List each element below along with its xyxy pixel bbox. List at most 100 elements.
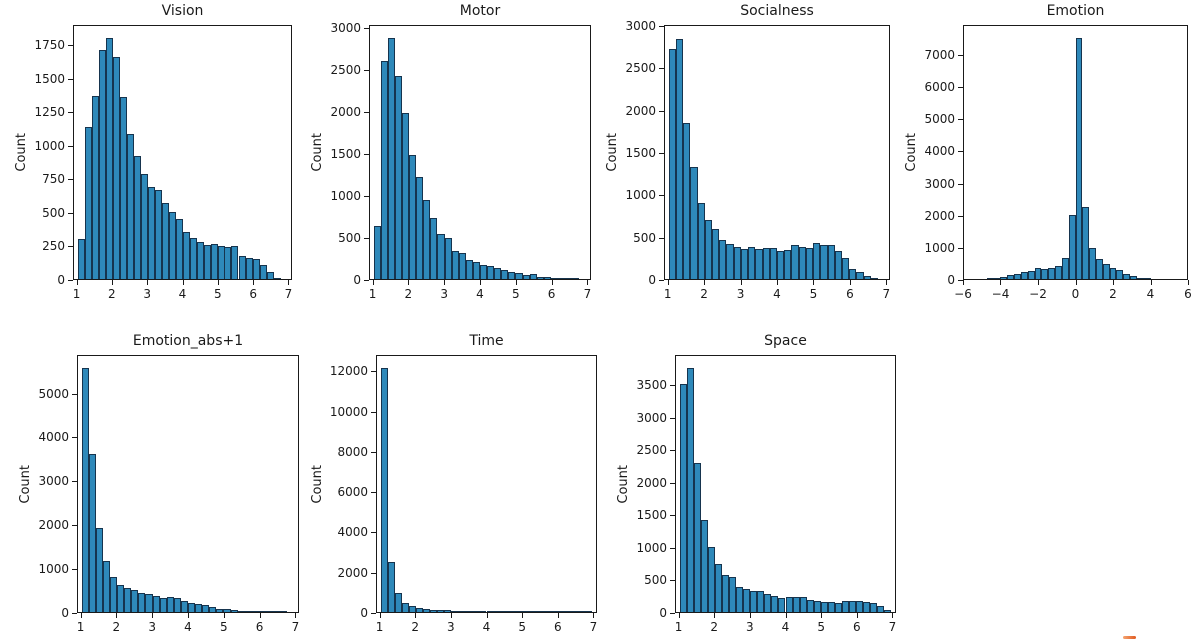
subplot-emotion-abs-plus-1: Emotion_abs+1 Count 0 1000 2000 3000 4000 500… (18, 333, 299, 634)
histogram-bar (209, 607, 217, 612)
histogram-bar (280, 611, 288, 612)
histogram-bar (529, 274, 537, 279)
histogram-bar (202, 605, 210, 612)
histogram-bar (856, 601, 864, 612)
histogram-bar (210, 244, 218, 279)
histogram-bar (536, 276, 544, 279)
y-tick-label: 500 (338, 230, 361, 245)
y-tick-label: 2500 (636, 443, 667, 458)
x-tick-label: 2 (411, 620, 420, 634)
y-tick-mark (958, 119, 963, 121)
histogram-bar (117, 585, 125, 612)
x-tick-label: 2 (700, 287, 708, 301)
y-tick-mark (364, 27, 369, 29)
y-tick-label: 1250 (34, 105, 65, 120)
histogram-bar (755, 249, 763, 279)
x-tick-mark (593, 613, 595, 618)
histogram-bar (95, 528, 103, 612)
x-tick-label: 5 (511, 287, 520, 301)
y-tick-label: 0 (659, 606, 667, 620)
y-tick-mark (659, 237, 664, 239)
y-tick-mark (68, 78, 73, 80)
x-tick-label: 6 (852, 620, 861, 634)
y-tick-mark (371, 492, 376, 494)
histogram-bar (259, 265, 267, 279)
y-tick-label: 5000 (924, 112, 955, 127)
histogram-bar (430, 218, 438, 279)
histogram-bar (131, 590, 139, 612)
histogram-bar (679, 384, 687, 612)
x-tick-mark (587, 280, 589, 285)
histogram-bar (719, 240, 727, 279)
histogram-bar (798, 247, 806, 279)
x-tick-mark (480, 280, 481, 285)
histogram-bar (733, 246, 741, 279)
histogram-bar (557, 611, 565, 612)
histogram-bar (1055, 265, 1062, 279)
y-tick-mark (958, 87, 963, 89)
plot-area (73, 25, 292, 280)
histogram-bar (1082, 207, 1090, 279)
y-tick-mark (670, 450, 675, 452)
orange-artifact-mark (1123, 636, 1136, 639)
y-tick-mark (670, 515, 675, 517)
histogram-bar (778, 598, 786, 612)
histogram-bar (161, 203, 169, 279)
histogram-bar (231, 246, 239, 279)
x-tick-mark (1112, 280, 1114, 285)
x-tick-mark (1075, 280, 1077, 285)
histogram-bar (266, 271, 274, 279)
histogram-bar (168, 212, 176, 279)
y-tick-label: 1000 (34, 138, 65, 153)
subplot-motor: Motor Count 0 500 1000 1500 2000 2500 3000 1 2 3 4… (310, 3, 591, 301)
x-tick-label: −4 (991, 287, 1010, 301)
y-tick-mark (670, 384, 675, 386)
y-tick-label: 6000 (924, 80, 955, 95)
y-tick-label: 1500 (330, 146, 361, 161)
histogram-bar (124, 588, 132, 612)
histogram-bar (145, 594, 153, 612)
y-tick-mark (670, 417, 675, 419)
histogram-bar (668, 48, 676, 279)
histogram-bar (792, 597, 800, 612)
y-tick-label: 2000 (38, 518, 69, 533)
histogram-bar (764, 593, 772, 612)
y-tick-label: 250 (42, 239, 65, 254)
histogram-bar (77, 239, 85, 279)
histogram-bar (743, 589, 751, 612)
histogram-bar (1020, 271, 1028, 279)
x-tick-label: 7 (589, 620, 598, 634)
histogram-bar (507, 611, 515, 612)
histogram-bar (585, 611, 593, 612)
x-tick-label: 6 (249, 287, 257, 301)
x-tick-label: 2 (1109, 287, 1117, 301)
histogram-bar (986, 278, 994, 279)
histogram-bar (102, 561, 110, 612)
x-tick-mark (217, 280, 219, 285)
histogram-bar (1000, 276, 1008, 279)
histogram-bar (244, 610, 252, 612)
histogram-bar (252, 259, 260, 279)
subplot-socialness: Socialness Count 0 500 1000 1500 2000 2500 300… (605, 3, 890, 301)
y-tick-mark (670, 547, 675, 549)
histogram-bar (827, 244, 835, 279)
x-tick-label: 2 (710, 620, 719, 634)
x-tick-label: 6 (553, 620, 562, 634)
y-tick-mark (68, 179, 73, 181)
y-tick-mark (72, 613, 77, 614)
plot-area (963, 25, 1188, 280)
y-axis-label: Count (904, 133, 919, 172)
histogram-bar (784, 249, 792, 279)
x-tick-mark (1188, 280, 1189, 285)
y-tick-label: 500 (633, 230, 656, 245)
y-tick-label: 1500 (636, 508, 667, 523)
y-tick-label: 1000 (625, 188, 656, 203)
y-axis-label: Count (310, 133, 325, 172)
y-tick-mark (958, 280, 963, 281)
x-tick-label: 3 (143, 287, 151, 301)
x-tick-label: 1 (72, 287, 81, 301)
y-axis-label: Count (616, 464, 631, 504)
histogram-bar (572, 278, 580, 279)
histogram-bar (863, 276, 871, 279)
histogram-bar (409, 154, 417, 279)
